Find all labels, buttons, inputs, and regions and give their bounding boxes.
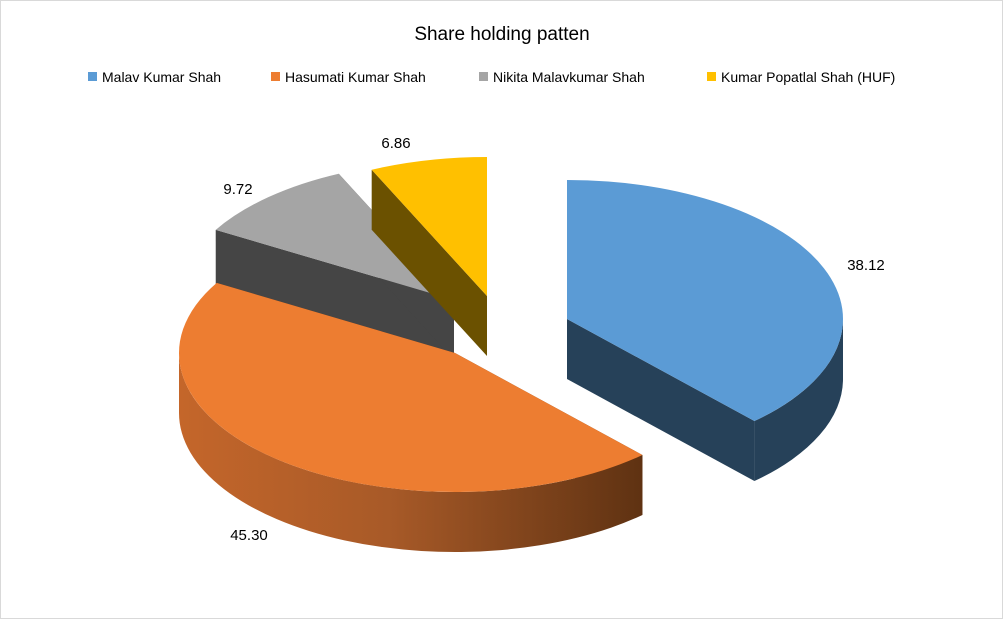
pie-slices [178, 157, 844, 552]
pie-slice-malav-kumar-shah [567, 180, 844, 482]
pie-slice-hasumati-kumar-shah [178, 282, 643, 552]
pie-slice-kumar-popatlal-shah-huf [371, 157, 487, 356]
legend-label-nikita-malavkumar-shah: Nikita Malavkumar Shah [493, 69, 645, 85]
pie-slice-nikita-malavkumar-shah [215, 173, 454, 360]
data-label-malav-kumar-shah: 38.12 [847, 257, 885, 274]
data-label-hasumati-kumar-shah: 45.30 [230, 527, 268, 544]
legend-swatch-hasumati-kumar-shah [271, 72, 280, 81]
legend-label-hasumati-kumar-shah: Hasumati Kumar Shah [285, 69, 426, 85]
legend: Malav Kumar Shah Hasumati Kumar Shah Nikit… [88, 69, 895, 85]
data-label-kumar-popatlal-shah-huf: 6.86 [381, 135, 410, 152]
legend-swatch-malav-kumar-shah [88, 72, 97, 81]
chart-title: Share holding patten [414, 24, 589, 45]
data-label-nikita-malavkumar-shah: 9.72 [223, 181, 252, 198]
legend-label-malav-kumar-shah: Malav Kumar Shah [102, 69, 221, 85]
data-labels: 38.12 45.30 9.72 6.86 [223, 135, 884, 544]
legend-label-kumar-popatlal-shah-huf: Kumar Popatlal Shah (HUF) [721, 69, 895, 85]
legend-swatch-kumar-popatlal-shah-huf [707, 72, 716, 81]
legend-swatch-nikita-malavkumar-shah [479, 72, 488, 81]
